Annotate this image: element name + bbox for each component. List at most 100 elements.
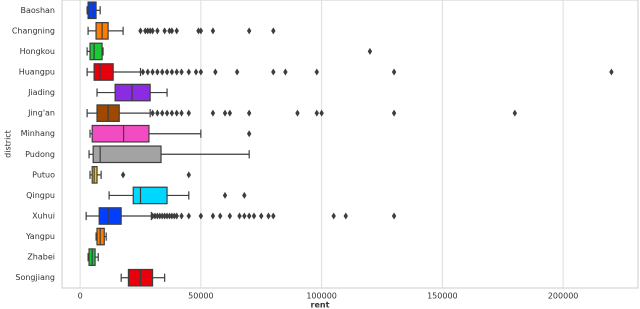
outlier: [140, 68, 146, 76]
outlier: [174, 68, 179, 76]
outlier: [162, 212, 167, 220]
outlier: [242, 212, 247, 220]
outlier: [155, 109, 160, 117]
outlier: [198, 27, 204, 35]
x-axis-label: rent: [311, 301, 330, 309]
outlier: [164, 109, 170, 117]
outlier: [198, 212, 204, 220]
outlier: [150, 212, 155, 220]
outlier: [266, 212, 271, 220]
x-tick-label: 0: [78, 292, 83, 301]
y-tick-label: Baoshan: [21, 6, 56, 15]
outlier: [391, 109, 397, 117]
box: [87, 1, 97, 20]
x-tick-label: 200000: [548, 292, 579, 301]
outlier: [143, 27, 148, 35]
outlier: [162, 27, 167, 35]
outlier: [367, 47, 373, 55]
box: [92, 145, 162, 164]
outlier: [512, 109, 518, 117]
y-tick-label: Huangpu: [19, 68, 55, 77]
outlier: [213, 68, 218, 76]
outlier: [210, 109, 216, 117]
outlier: [169, 109, 175, 117]
outlier: [259, 212, 264, 220]
y-tick-label: Songjiang: [15, 273, 55, 282]
outlier: [164, 68, 170, 76]
outlier: [343, 212, 348, 220]
outlier: [150, 27, 155, 35]
outlier: [152, 212, 158, 220]
outlier: [145, 27, 150, 35]
box: [93, 63, 114, 81]
outlier: [167, 212, 172, 220]
outlier: [271, 68, 276, 76]
outlier: [172, 212, 177, 220]
outlier: [227, 109, 233, 117]
box: [98, 207, 122, 225]
outlier: [242, 191, 247, 199]
outlier: [246, 130, 252, 138]
outlier: [246, 27, 252, 35]
outlier: [179, 109, 184, 117]
outlier: [314, 68, 319, 76]
box: [91, 124, 150, 143]
outlier: [210, 212, 216, 220]
outlier: [174, 27, 179, 35]
outlier: [186, 109, 191, 117]
outlier: [186, 68, 191, 76]
outlier: [147, 27, 153, 35]
outlier: [186, 171, 191, 179]
outlier: [246, 109, 252, 117]
outlier: [150, 109, 155, 117]
outlier: [319, 109, 324, 117]
y-tick-label: Xuhui: [32, 212, 55, 221]
y-tick-label: Minhang: [21, 129, 55, 138]
outlier: [145, 68, 150, 76]
outlier: [150, 68, 155, 76]
outlier: [179, 68, 184, 76]
outlier: [155, 212, 160, 220]
outlier: [246, 212, 252, 220]
outlier: [155, 68, 160, 76]
outlier: [169, 27, 175, 35]
y-tick-label: Changning: [12, 26, 55, 35]
outlier: [295, 109, 300, 117]
outlier: [217, 212, 223, 220]
y-tick-label: Jiading: [27, 88, 55, 97]
outlier: [391, 68, 397, 76]
box: [132, 186, 168, 205]
outlier: [331, 212, 336, 220]
outlier: [167, 27, 172, 35]
outlier: [314, 109, 319, 117]
outlier: [186, 212, 191, 220]
outlier: [251, 212, 257, 220]
x-tick-label: 150000: [427, 292, 458, 301]
box: [114, 83, 151, 102]
y-tick-label: Pudong: [25, 150, 55, 159]
outlier: [237, 212, 242, 220]
outlier: [234, 68, 240, 76]
outlier: [160, 68, 165, 76]
outlier: [160, 212, 165, 220]
outlier: [198, 68, 204, 76]
outlier: [391, 212, 397, 220]
outlier: [227, 212, 233, 220]
outlier: [283, 68, 288, 76]
outlier: [222, 191, 228, 199]
outlier: [174, 109, 179, 117]
outlier: [222, 109, 228, 117]
outlier: [210, 27, 216, 35]
y-tick-label: Yangpu: [25, 232, 55, 241]
outlier: [271, 212, 276, 220]
outlier: [196, 27, 201, 35]
box: [89, 42, 103, 61]
outlier: [179, 212, 184, 220]
x-tick-label: 50000: [188, 292, 213, 301]
outlier: [609, 68, 614, 76]
outlier: [164, 212, 170, 220]
outlier: [120, 171, 126, 179]
x-tick-label: 100000: [306, 292, 337, 301]
